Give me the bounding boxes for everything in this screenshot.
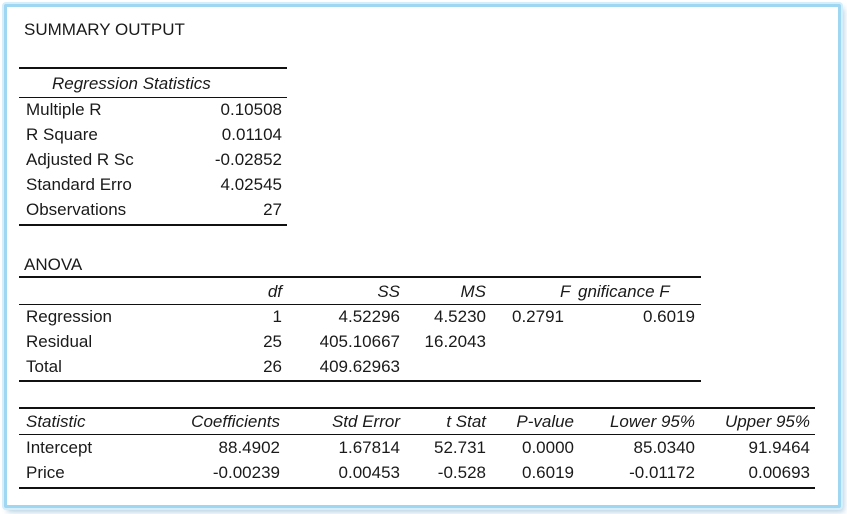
regstats-label: Standard Erro xyxy=(26,175,132,194)
coef-header-rule xyxy=(19,434,815,435)
coef-cell-upper-95: 0.00693 xyxy=(748,463,810,482)
regstats-value: -0.02852 xyxy=(214,150,282,169)
coef-bottom-rule xyxy=(19,487,815,489)
coef-col-std-error: Std Error xyxy=(331,412,400,431)
anova-heading: ANOVA xyxy=(24,255,83,274)
anova-top-rule xyxy=(19,276,701,278)
anova-col-ss: SS xyxy=(377,282,400,301)
coef-col-statistic: Statistic xyxy=(26,412,86,431)
anova-cell-significance-f: 0.6019 xyxy=(643,307,695,326)
coef-col-t-stat: t Stat xyxy=(446,412,486,431)
coef-cell-lower-95: 85.0340 xyxy=(633,438,695,457)
coef-cell-std-error: 0.00453 xyxy=(338,463,400,482)
anova-cell-f: 0.2791 xyxy=(512,307,564,326)
regstats-value: 0.01104 xyxy=(221,125,282,144)
coef-cell-t-stat: -0.528 xyxy=(437,463,486,482)
anova-row-label: Residual xyxy=(26,332,93,351)
regstats-header-rule xyxy=(19,97,287,98)
regstats-top-rule xyxy=(19,67,287,69)
anova-cell-df: 1 xyxy=(272,307,282,326)
anova-header-rule xyxy=(19,304,701,305)
regstats-value: 27 xyxy=(263,200,282,219)
regstats-bottom-rule xyxy=(19,224,287,226)
anova-col-df: df xyxy=(267,282,282,301)
anova-cell-df: 26 xyxy=(263,357,282,376)
anova-bottom-rule xyxy=(19,380,701,382)
summary-output-frame xyxy=(4,4,841,508)
anova-cell-ss: 4.52296 xyxy=(338,307,400,326)
regstats-label: Observations xyxy=(26,200,127,219)
coef-cell-coefficient: 88.4902 xyxy=(218,438,280,457)
anova-cell-ss: 405.10667 xyxy=(319,332,400,351)
coef-cell-coefficient: -0.00239 xyxy=(212,463,280,482)
summary-title: SUMMARY OUTPUT xyxy=(24,20,185,39)
anova-cell-df: 25 xyxy=(263,332,282,351)
regstats-label: Adjusted R Sc xyxy=(26,150,134,169)
anova-col-significance-f: gnificance F xyxy=(578,282,670,301)
anova-row-label: Total xyxy=(26,357,62,376)
coef-col-upper-95: Upper 95% xyxy=(724,412,810,431)
coef-cell-std-error: 1.67814 xyxy=(338,438,400,457)
coef-cell-t-stat: 52.731 xyxy=(434,438,486,457)
anova-cell-ss: 409.62963 xyxy=(319,357,400,376)
coef-row-label: Price xyxy=(26,463,65,482)
regstats-label: Multiple R xyxy=(26,100,102,119)
coef-col-coefficients: Coefficients xyxy=(191,412,280,431)
anova-col-f: F xyxy=(560,282,571,301)
anova-row-label: Regression xyxy=(26,307,112,326)
coef-row-label: Intercept xyxy=(26,438,93,457)
regstats-heading: Regression Statistics xyxy=(52,74,211,93)
anova-cell-ms: 16.2043 xyxy=(424,332,486,351)
coef-cell-p-value: 0.0000 xyxy=(522,438,574,457)
coef-cell-upper-95: 91.9464 xyxy=(748,438,810,457)
anova-cell-ms: 4.5230 xyxy=(434,307,486,326)
regstats-value: 4.02545 xyxy=(220,175,282,194)
regstats-label: R Square xyxy=(26,125,98,144)
coef-top-rule xyxy=(19,407,815,409)
coef-cell-p-value: 0.6019 xyxy=(522,463,574,482)
coef-col-p-value: P-value xyxy=(516,412,574,431)
anova-col-ms: MS xyxy=(460,282,487,301)
regstats-value: 0.10508 xyxy=(220,100,282,119)
coef-col-lower-95: Lower 95% xyxy=(609,412,695,431)
coef-cell-lower-95: -0.01172 xyxy=(629,463,695,482)
